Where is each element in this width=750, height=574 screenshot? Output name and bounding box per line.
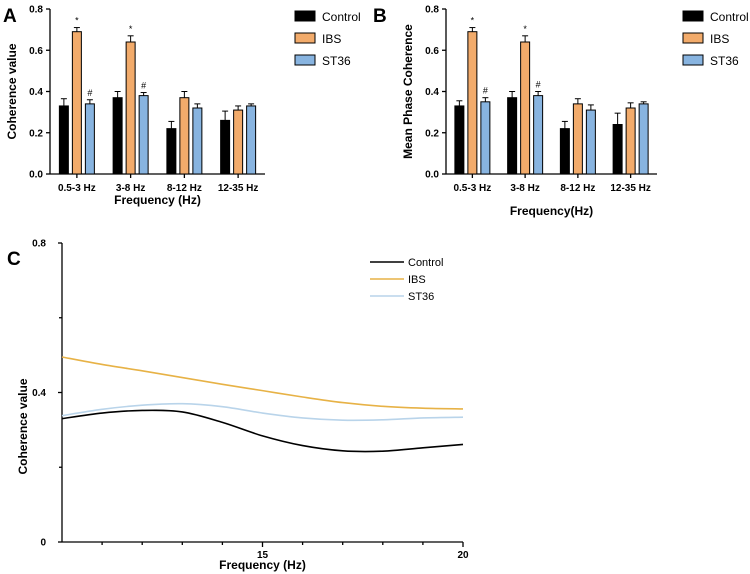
c-legend-label-ibs: IBS [408,274,426,286]
c-x-tick-label: 20 [457,550,469,561]
a-y-tick-label: 0.0 [29,170,43,181]
a-x-axis-title: Frequency (Hz) [114,193,201,207]
panel-label-b: B [373,6,387,27]
a-legend-swatch-ibs [294,32,316,44]
c-y-tick-label: 0 [40,538,46,549]
a-x-tick-label: 0.5-3 Hz [58,183,96,194]
c-x-axis-title: Frequency (Hz) [219,558,306,572]
b-legend-label-ibs: IBS [710,32,729,46]
b-bar-ibs [625,107,636,175]
b-legend-label-control: Control [710,10,749,24]
a-bar-st36 [192,107,203,175]
a-significance-mark: # [87,88,92,98]
b-bar-st36 [585,109,596,175]
a-x-tick-label: 12-35 Hz [218,183,259,194]
c-y-axis-title: Coherence value [16,378,30,474]
c-y-tick-label: 0.8 [32,239,46,250]
c-x-tick-label: 15 [257,550,269,561]
a-bar-ibs [71,31,82,175]
a-significance-mark: * [129,24,133,34]
panel-label-c: C [7,249,21,270]
a-bar-st36 [138,95,149,175]
a-bar-control [112,97,123,175]
b-y-axis-title: Mean Phase Coherence [401,24,415,159]
b-legend-label-st36: ST36 [710,54,739,68]
chart-a: 0.0 0.2 0.4 0.6 0.8 * #0.5-3 Hz * #3-8 Hz 8-12 Hz… [5,5,361,208]
b-x-tick-label: 12-35 Hz [610,183,651,194]
b-bar-ibs [520,41,531,175]
b-significance-mark: * [523,24,527,34]
b-significance-mark: * [471,16,475,26]
chart-c: 0 0.4 0.8 15 20 Control IBS ST36 Frequency (Hz) C… [16,239,469,573]
a-legend-label-control: Control [322,10,361,24]
a-bar-st36 [84,103,95,175]
a-y-tick-label: 0.4 [29,87,43,98]
b-y-tick-label: 0.6 [425,46,439,57]
a-legend-swatch-st36 [294,54,316,66]
b-legend-swatch-st36 [682,54,704,66]
panel-label-a: A [3,6,17,27]
a-bar-control [166,128,177,175]
a-significance-mark: # [141,81,146,91]
c-line-ibs [61,356,464,410]
b-bar-st36 [638,103,649,175]
b-significance-mark: # [536,80,541,90]
a-y-axis-title: Coherence value [5,43,19,139]
b-bar-control [454,105,465,175]
b-bar-ibs [572,103,583,175]
a-x-tick-label: 3-8 Hz [116,183,145,194]
a-bar-st36 [246,105,257,175]
c-line-control [61,409,464,453]
a-bar-control [220,119,231,175]
b-bar-st36 [480,101,491,175]
c-line-st36 [61,402,464,422]
a-legend-label-st36: ST36 [322,54,351,68]
b-y-tick-label: 0.4 [425,87,439,98]
b-y-tick-label: 0.8 [425,5,439,16]
b-x-tick-label: 3-8 Hz [510,183,539,194]
a-y-tick-label: 0.2 [29,128,43,139]
b-x-axis-title: Frequency(Hz) [510,204,593,218]
b-legend-swatch-control [682,10,704,22]
a-bar-ibs [233,109,244,175]
a-legend-swatch-control [294,10,316,22]
c-y-tick-label: 0.4 [32,388,46,399]
b-x-tick-label: 0.5-3 Hz [453,183,491,194]
a-y-tick-label: 0.8 [29,5,43,16]
a-x-tick-label: 8-12 Hz [167,183,202,194]
b-significance-mark: # [483,86,488,96]
a-bar-control [58,105,69,175]
b-legend-swatch-ibs [682,32,704,44]
a-y-tick-label: 0.6 [29,46,43,57]
b-bar-control [507,97,518,175]
a-legend-label-ibs: IBS [322,32,341,46]
b-bar-control [612,124,623,175]
a-significance-mark: * [75,16,79,26]
b-y-tick-label: 0.2 [425,128,439,139]
b-bar-control [559,128,570,175]
a-bar-ibs [125,41,136,175]
b-bar-st36 [533,95,544,175]
c-legend-label-control: Control [408,257,443,269]
c-legend-label-st36: ST36 [408,291,434,303]
a-bar-ibs [179,97,190,175]
b-y-tick-label: 0.0 [425,170,439,181]
chart-b: 0.0 0.2 0.4 0.6 0.8 * #0.5-3 Hz * #3-8 Hz 8-12 Hz… [401,5,749,219]
b-bar-ibs [467,31,478,175]
b-x-tick-label: 8-12 Hz [560,183,595,194]
